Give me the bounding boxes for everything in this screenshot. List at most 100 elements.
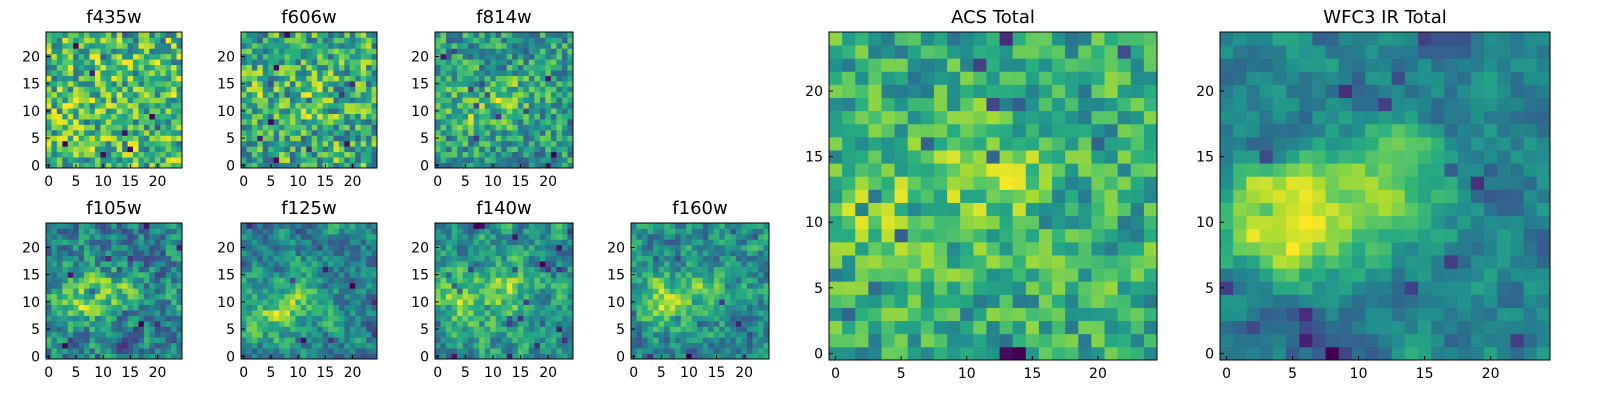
heatmap-cell [317,86,323,93]
heatmap-cell [735,266,742,273]
heatmap-cell [257,48,264,55]
heatmap-cell [333,293,340,300]
heatmap-cell [556,37,563,44]
heatmap-cell [462,59,469,66]
heatmap-cell [501,337,508,344]
heatmap-cell [295,64,302,71]
heatmap-cell [100,59,107,66]
heatmap-cell [100,32,107,38]
heatmap-cell [741,261,748,267]
heatmap-cell [51,239,58,246]
heatmap-cell [829,163,843,177]
heatmap-cell [84,233,90,240]
heatmap-cell [138,86,145,93]
heatmap-cell [344,233,351,240]
heatmap-cell [241,86,247,93]
heatmap-cell [89,37,96,44]
heatmap-cell [100,271,107,278]
heatmap-cell [1052,215,1066,230]
heatmap-cell [355,135,362,142]
heatmap-cell [262,80,269,87]
x-tick-label: 20 [149,365,167,381]
heatmap-cell [154,53,161,60]
heatmap-cell [1012,215,1027,230]
heatmap-cell [257,353,264,360]
heatmap-cell [338,37,345,44]
heatmap-cell [1104,228,1119,243]
heatmap-cell [62,299,69,305]
heatmap-cell [528,124,535,131]
heatmap-cell [171,108,177,114]
heatmap-cell [713,293,720,300]
heatmap-cell [523,162,530,169]
heatmap-cell [51,277,58,284]
heatmap-cell [273,293,280,300]
heatmap-cell [100,348,107,354]
heatmap-cell [1065,163,1079,177]
heatmap-cell [138,331,145,338]
heatmap-cell [567,37,574,44]
heatmap-cell [273,228,280,235]
heatmap-cell [1052,241,1066,256]
heatmap-cell [355,53,362,60]
heatmap-cell [284,304,291,311]
heatmap-cell [46,42,52,49]
heatmap-cell [62,113,69,120]
heatmap-cell [143,255,150,262]
heatmap-cell [528,326,535,333]
heatmap-cell [642,288,648,295]
heatmap-cell [506,42,513,49]
heatmap-cell [94,288,101,295]
heatmap-cell [752,288,759,295]
heatmap-cell [273,91,280,98]
heatmap-cell [333,75,340,82]
heatmap-cell [360,228,367,235]
heatmap-cell [973,333,987,348]
heatmap-cell [284,331,291,338]
heatmap-cell [78,223,85,229]
heatmap-cell [462,75,469,82]
heatmap-cell [105,80,112,87]
heatmap-cell [355,282,362,289]
heatmap-cell [636,244,643,251]
heatmap-cell [46,59,52,66]
heatmap-cell [741,299,748,305]
heatmap-cell [881,294,895,308]
heatmap-cell [251,86,258,93]
heatmap-cell [446,157,452,163]
heatmap-cell [338,97,345,104]
heatmap-cell [100,37,107,44]
heatmap-cell [127,70,134,76]
heatmap-cell [338,233,345,240]
heatmap-cell [67,261,74,267]
heatmap-cell [349,124,356,131]
heatmap-cell [724,255,731,262]
heatmap-cell [62,48,69,55]
heatmap-cell [539,37,546,44]
heatmap-cell [100,80,107,87]
heatmap-cell [284,271,291,278]
heatmap-cell [702,244,709,251]
heatmap-cell [160,91,167,98]
heatmap-cell [171,310,177,316]
heatmap-cell [73,233,80,240]
heatmap-cell [567,271,574,278]
heatmap-cell [1038,202,1053,217]
heatmap-cell [149,299,156,305]
heatmap-cell [539,299,546,305]
heatmap-cell [561,239,568,246]
heatmap-cell [501,233,508,240]
heatmap-cell [322,233,329,240]
heatmap-cell [550,293,557,300]
heatmap-cell [550,113,557,120]
heatmap-cell [311,353,318,360]
heatmap-cell [907,215,922,230]
heatmap-cell [523,304,530,311]
heatmap-cell [457,244,463,251]
heatmap-cell [100,75,107,82]
heatmap-cell [251,108,258,114]
heatmap-cell [94,320,101,327]
heatmap-cell [56,320,63,327]
heatmap-cell [355,59,362,66]
heatmap-cell [344,80,351,87]
